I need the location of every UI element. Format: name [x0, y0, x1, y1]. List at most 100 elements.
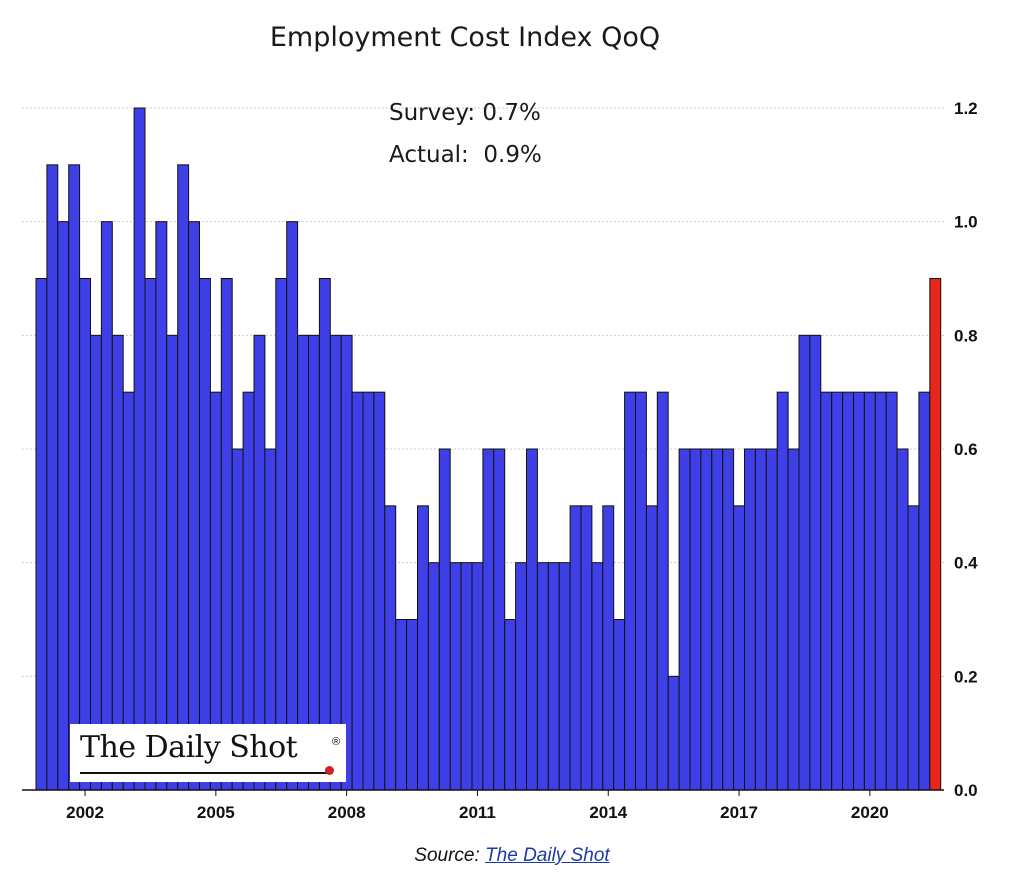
bar [580, 505, 593, 791]
bar [645, 505, 658, 791]
bar [438, 448, 451, 791]
bar [384, 505, 397, 791]
bar [471, 562, 484, 791]
bar [700, 448, 713, 791]
bar [460, 562, 473, 791]
y-tick-label-1.2: 1.2 [954, 99, 978, 118]
bar [602, 505, 615, 791]
bar [863, 391, 876, 791]
x-tick-label-2017: 2017 [720, 803, 758, 822]
source-prefix: Source: [414, 845, 486, 866]
x-tick-label-2011: 2011 [459, 803, 496, 822]
bar [635, 391, 647, 791]
bar [591, 562, 604, 791]
x-tick-label-2005: 2005 [197, 803, 235, 822]
bar [286, 221, 299, 791]
bar [275, 278, 288, 791]
the-daily-shot-logo: The Daily Shot ® [70, 724, 346, 782]
y-tick-label-0.6: 0.6 [954, 440, 978, 459]
x-tick-label-2002: 2002 [66, 803, 104, 822]
bar [722, 448, 735, 791]
bar [678, 448, 691, 791]
bar [624, 391, 636, 791]
bar [842, 391, 854, 791]
bar [79, 278, 91, 791]
bar [144, 278, 157, 791]
bar [885, 391, 898, 791]
bar [318, 278, 331, 791]
bar [820, 391, 833, 791]
bar [90, 334, 102, 791]
bar [787, 448, 800, 791]
x-tick-labels: 2002 2005 2008 2011 2014 2017 2020 [66, 803, 889, 822]
bar [35, 278, 48, 791]
bar [188, 221, 201, 791]
bar [765, 448, 778, 791]
x-tick-label-2020: 2020 [851, 803, 889, 822]
bar [667, 675, 680, 791]
bar [569, 505, 582, 791]
bar [896, 448, 909, 791]
logo-text: The Daily Shot [80, 730, 298, 765]
bar [449, 562, 462, 791]
bar [100, 221, 113, 791]
bar [526, 448, 538, 791]
bar [297, 334, 310, 791]
bar [482, 448, 495, 791]
bar [536, 562, 549, 791]
bar [853, 391, 865, 791]
source-line: Source: The Daily Shot [0, 845, 1024, 867]
bar [340, 334, 353, 791]
bar [253, 334, 266, 791]
bar [155, 221, 168, 791]
bar [515, 562, 527, 791]
bar [308, 334, 320, 791]
logo-registered-mark: ® [332, 736, 341, 748]
y-tick-label-0.4: 0.4 [954, 554, 978, 573]
bars [35, 107, 942, 791]
y-tick-label-0.2: 0.2 [954, 667, 978, 686]
bar [754, 448, 767, 791]
logo-underline [80, 772, 332, 774]
y-tick-label-0.8: 0.8 [954, 326, 978, 345]
bar [656, 391, 669, 791]
bar [373, 391, 386, 791]
annotation-survey: Survey: 0.7% [389, 100, 541, 126]
bar-latest [929, 278, 942, 791]
logo-red-dot [325, 766, 334, 775]
bar [776, 391, 789, 791]
bar [798, 334, 811, 791]
bar [199, 278, 211, 791]
bar [831, 391, 844, 791]
bar [406, 619, 419, 791]
bar [874, 391, 887, 791]
source-link[interactable]: The Daily Shot [485, 845, 610, 866]
y-tick-label-1.0: 1.0 [954, 213, 978, 232]
bar [351, 391, 364, 791]
bar [427, 562, 440, 791]
bar [362, 391, 375, 791]
bar [504, 619, 517, 791]
y-tick-labels: 0.0 0.2 0.4 0.6 0.8 1.0 1.2 [954, 99, 978, 800]
x-tick-label-2008: 2008 [328, 803, 366, 822]
bar [329, 334, 342, 791]
bar [220, 278, 233, 791]
bar [417, 505, 429, 791]
bar [57, 221, 70, 791]
bar [918, 391, 931, 791]
bar [744, 448, 756, 791]
bar [493, 448, 506, 791]
bar [809, 334, 822, 791]
y-tick-label-0.0: 0.0 [954, 781, 978, 800]
bar [46, 164, 59, 791]
bar [711, 448, 724, 791]
bar [689, 448, 702, 791]
bar [613, 619, 626, 791]
bar [395, 619, 408, 791]
bar [907, 505, 920, 791]
x-tick-label-2014: 2014 [589, 803, 627, 822]
bar [68, 164, 81, 791]
chart-title: Employment Cost Index QoQ [269, 22, 661, 53]
bar [166, 334, 179, 791]
